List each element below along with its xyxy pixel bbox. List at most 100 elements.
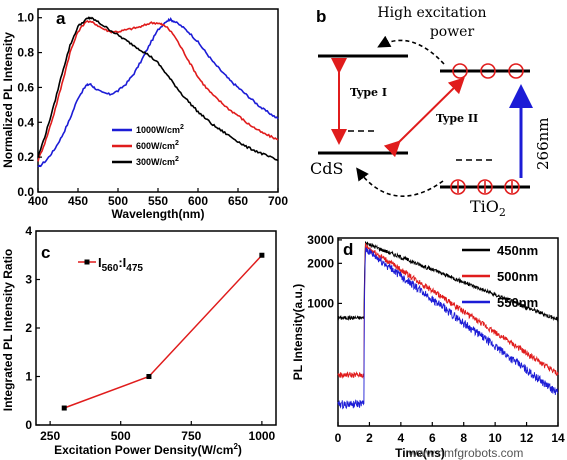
excitation-wavelength-label: 266nm [534,117,552,170]
panel-a-ytick-label: 1.0 [17,11,34,25]
panel-a-ylabel: Normalized PL Intensity [1,32,15,168]
panel-d-decay: 0 2 4 6 8 10 12 14 1000 2000 3000 d Time(ns) PL In… [291,233,565,460]
panel-a-ytick-label: 0.8 [17,46,34,60]
panel-a-xlabel: Wavelength(nm) [112,207,205,221]
panel-a-legend-sup: 2 [175,140,179,147]
panel-c-legend-marker [84,259,90,265]
panel-a-ytick-label: 0.4 [17,115,34,129]
panel-c-series-group [61,252,265,411]
panel-a-legend-name: 1000W/cm [136,125,180,135]
panel-c-ytick-label: 4 [25,224,32,238]
panel-c-legend: I560:I475 [78,255,143,274]
panel-a-letter: a [56,9,66,28]
panel-d-ytick-label: 2000 [307,256,334,270]
panel-a-ytick-label: 0.2 [17,150,34,164]
panel-c-ytick-label: 0 [25,418,32,432]
panel-c-xlabel: Excitation Power Density(W/cm2) [54,442,242,457]
hole-icon [450,179,466,195]
panel-a-legend-label: 1000W/cm2 [136,124,184,135]
panel-a-xtick-label: 650 [228,194,248,208]
cds-label: CdS [310,159,343,178]
panel-c-legend-sub2: 475 [126,263,143,274]
panel-c-xtick-label: 250 [40,429,60,443]
panel-a-series-group [37,16,279,168]
panel-d-legend-label: 450nm [497,243,538,258]
panel-c-ticks: 250 500 750 1000 0 1 2 3 4 [25,224,275,443]
panel-d-ytick-label: 3000 [307,233,334,247]
hole-icon [504,179,520,195]
panel-c-legend-sub1: 560 [102,263,119,274]
high-excitation-label: High excitation [377,5,486,21]
panel-c-legend-label: I560:I475 [98,255,143,274]
panel-c-legend-i: I [98,255,102,270]
panel-a-series-line [37,17,279,168]
panel-a-xtick-label: 450 [68,194,88,208]
panel-a-ytick-label: 0.6 [17,80,34,94]
panel-a-xtick-label: 400 [28,194,48,208]
panel-c-xtick-label: 500 [111,429,131,443]
panel-d-series-line [337,243,559,379]
panel-d-xtick-label: 10 [488,431,502,445]
panel-d-xtick-label: 8 [460,431,467,445]
panel-d-ylabel: PL Intensity(a.u.) [291,284,305,380]
panel-c-letter: c [41,243,50,262]
panel-d-series-group [337,241,559,410]
panel-d-frame [337,237,559,427]
panel-d-xlabel: Time(ns) [395,446,445,460]
panel-d-legend: 450nm 500nm 550nm [462,243,538,310]
electron-icon [480,63,496,79]
panel-c-ratio: 250 500 750 1000 0 1 2 3 4 c Excitation Power De… [1,224,277,457]
panel-c-data-point [259,252,265,258]
panel-d-letter: d [343,240,353,259]
tio2-hole-group [450,179,520,195]
panel-a-legend-name: 300W/cm [136,157,175,167]
panel-a-series-line [37,20,279,162]
type-ii-label: Type II [436,112,478,125]
panel-a-xtick-label: 500 [108,194,128,208]
tio2-label: TiO2 [470,197,506,219]
panel-d-series-line [337,247,559,410]
panel-b-band-diagram: b High excitation power CdS TiO2 [310,5,552,219]
panel-a-xtick-label: 700 [268,194,288,208]
panel-a-legend-sup: 2 [180,124,184,131]
hole-icon [477,179,493,195]
panel-a-xtick-label: 600 [188,194,208,208]
panel-c-xtick-label: 750 [181,429,201,443]
panel-c-ytick-label: 1 [25,370,32,384]
panel-b-letter: b [316,7,326,26]
panel-a-series-line [37,16,279,162]
panel-d-series-line [337,241,559,322]
panel-d-xtick-label: 4 [398,431,405,445]
type-ii-arrow [383,77,465,158]
panel-a-spectra: 400 450 500 550 600 650 7000.00.20.40.60.81.0 … [1,8,288,221]
power-label: power [430,24,475,40]
panel-c-series-line [63,254,263,409]
panel-d-xtick-label: 6 [429,431,436,445]
panel-c-xtick-label: 1000 [249,429,276,443]
panel-a-legend-sup: 2 [175,156,179,163]
panel-c-ylabel: Integrated PL Intensity Ratio [1,249,15,411]
panel-d-legend-label: 500nm [497,269,538,284]
panel-a-legend-name: 600W/cm [136,141,175,151]
panel-c-data-point [146,374,152,379]
panel-c-ytick-label: 2 [25,321,32,335]
panel-d-xtick-label: 2 [366,431,373,445]
panel-a-ytick-label: 0.0 [17,185,34,199]
electron-icon [508,63,524,79]
watermark: www.nmfgrobots.com [408,446,524,460]
panel-c-ytick-label: 3 [25,273,32,287]
panel-d-xtick-label: 0 [335,431,342,445]
panel-c-data-point [61,405,67,411]
panel-a-xtick-label: 550 [148,194,168,208]
panel-d-ticks: 0 2 4 6 8 10 12 14 1000 2000 3000 [307,233,565,445]
panel-d-ytick-label: 1000 [307,296,334,310]
panel-a-ticks: 400 450 500 550 600 650 700 0.0 0.2 0.4 0.6 0.8 1.0 [17,11,288,208]
panel-c-frame [35,230,277,426]
panel-c-legend-mid: :I [118,255,126,270]
panel-a-legend-label: 300W/cm2 [136,156,179,167]
high-power-transfer-arrow [377,35,445,65]
panel-d-xtick-label: 14 [551,431,565,445]
panel-d-legend-label: 550nm [497,295,538,310]
